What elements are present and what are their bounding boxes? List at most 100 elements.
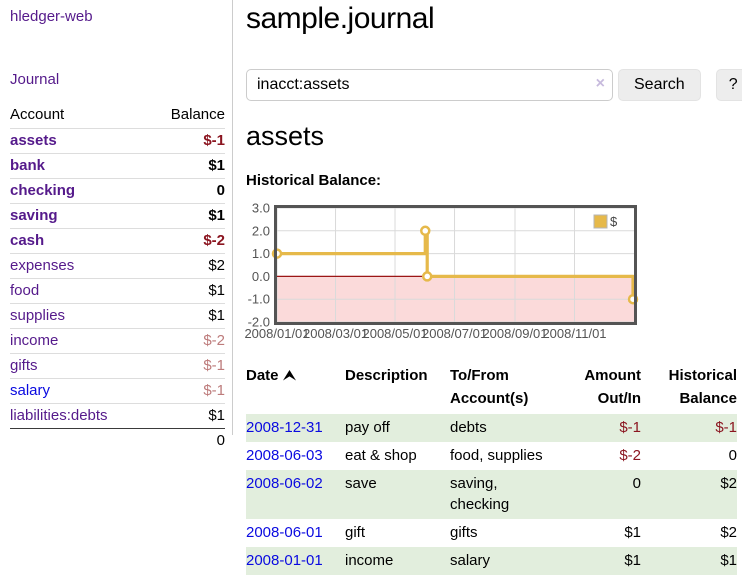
transaction-description: gift <box>345 524 366 541</box>
account-balance: $2 <box>148 253 225 279</box>
account-row-checking: checking 0 <box>10 178 225 204</box>
account-balance: $-1 <box>148 128 225 154</box>
register-table: Date Description To/From Account(s) Amou… <box>246 356 737 575</box>
account-link-assets[interactable]: assets <box>10 132 57 149</box>
journal-link[interactable]: Journal <box>10 71 60 88</box>
transaction-description: income <box>345 552 394 569</box>
search-button[interactable]: Search <box>618 69 701 101</box>
transaction-balance: $2 <box>720 475 737 492</box>
account-balance: $1 <box>148 278 225 304</box>
account-row-cash: cash $-2 <box>10 228 225 254</box>
account-balance: 0 <box>148 178 225 204</box>
register-row[interactable]: 2008-12-31 pay off debts $-1 $-1 <box>246 414 737 442</box>
account-link-gifts[interactable]: gifts <box>10 357 38 374</box>
accounts-col-balance: Balance <box>170 106 225 123</box>
transaction-accounts: food, supplies <box>450 447 543 464</box>
search-help-button[interactable]: ? <box>715 69 742 101</box>
transaction-date-link[interactable]: 2008-06-01 <box>246 524 323 541</box>
transaction-amount: $-2 <box>619 447 641 464</box>
col-date-label: Date <box>246 367 279 384</box>
transaction-description: eat & shop <box>345 447 417 464</box>
transaction-description: pay off <box>345 419 390 436</box>
transaction-date-link[interactable]: 2008-06-03 <box>246 447 323 464</box>
transaction-balance: 0 <box>728 447 737 464</box>
col-date-sort[interactable]: Date <box>246 356 345 414</box>
register-row[interactable]: 2008-06-01 gift gifts $1 $2 <box>246 519 737 547</box>
account-link-cash[interactable]: cash <box>10 232 45 249</box>
account-link-income[interactable]: income <box>10 332 59 349</box>
account-link-food[interactable]: food <box>10 282 40 299</box>
transaction-amount: $-1 <box>619 419 641 436</box>
account-balance: $-2 <box>148 228 225 254</box>
accounts-col-account: Account <box>10 106 65 123</box>
transaction-amount: $1 <box>624 524 641 541</box>
transaction-date-link[interactable]: 2008-06-02 <box>246 475 323 492</box>
col-description: Description <box>345 367 428 384</box>
transaction-balance: $1 <box>720 552 737 569</box>
transaction-accounts: saving, checking <box>450 475 510 513</box>
account-link-saving[interactable]: saving <box>10 207 58 224</box>
account-link-expenses[interactable]: expenses <box>10 257 75 274</box>
register-header-row: Date Description To/From Account(s) Amou… <box>246 356 737 414</box>
account-link-checking[interactable]: checking <box>10 182 76 199</box>
svg-text:3.0: 3.0 <box>252 201 270 216</box>
account-link-salary[interactable]: salary <box>10 382 51 399</box>
transaction-balance: $-1 <box>715 419 737 436</box>
transaction-balance: $2 <box>720 524 737 541</box>
account-row-supplies: supplies $1 <box>10 303 225 329</box>
sidebar: hledger-web Journal Account Balance asse… <box>10 8 225 453</box>
account-row-food: food $1 <box>10 278 225 304</box>
account-row-expenses: expenses $2 <box>10 253 225 279</box>
transaction-accounts: salary <box>450 552 491 569</box>
search-input[interactable] <box>246 69 613 101</box>
historical-balance-chart: $3.0 2.0 1.0 0.0 -1.0 -2.02008/01/012008/03/0… <box>244 201 639 341</box>
svg-text:1.0: 1.0 <box>252 246 270 261</box>
col-amount: Amount Out/In <box>584 367 641 407</box>
transaction-amount: 0 <box>632 475 641 492</box>
transaction-date-link[interactable]: 2008-01-01 <box>246 552 323 569</box>
account-balance: $1 <box>148 203 225 229</box>
transaction-date-link[interactable]: 2008-12-31 <box>246 419 323 436</box>
account-row-salary: salary $-1 <box>10 378 225 404</box>
transaction-amount: $1 <box>624 552 641 569</box>
account-balance: $1 <box>148 403 225 429</box>
account-row-assets: assets $-1 <box>10 128 225 154</box>
page-title: sample.journal <box>246 2 435 35</box>
transaction-description: save <box>345 475 377 492</box>
svg-text:2008/09/01: 2008/09/01 <box>482 326 547 341</box>
account-link-supplies[interactable]: supplies <box>10 307 66 324</box>
register-row[interactable]: 2008-01-01 income salary $1 $1 <box>246 547 737 575</box>
svg-text:0.0: 0.0 <box>252 269 270 284</box>
app-title-link[interactable]: hledger-web <box>10 8 93 25</box>
accounts-total-row: 0 <box>10 428 225 453</box>
account-balance: $-1 <box>148 353 225 379</box>
account-balance: $-1 <box>148 378 225 404</box>
account-row-saving: saving $1 <box>10 203 225 229</box>
accounts-total: 0 <box>148 428 225 453</box>
account-link-bank[interactable]: bank <box>10 157 46 174</box>
account-row-income: income $-2 <box>10 328 225 354</box>
register-row[interactable]: 2008-06-02 save saving, checking 0 $2 <box>246 470 737 519</box>
svg-text:-2.0: -2.0 <box>248 315 270 330</box>
transaction-accounts: gifts <box>450 524 478 541</box>
svg-text:2008/01/01: 2008/01/01 <box>244 326 309 341</box>
svg-text:-1.0: -1.0 <box>248 292 270 307</box>
sidebar-divider <box>232 0 233 435</box>
accounts-header-row: Account Balance <box>10 102 225 129</box>
account-row-bank: bank $1 <box>10 153 225 179</box>
svg-text:2.0: 2.0 <box>252 223 270 238</box>
col-balance: Historical Balance <box>668 367 737 407</box>
account-heading: assets <box>246 121 325 151</box>
account-link-liabilities-debts[interactable]: liabilities:debts <box>10 407 108 424</box>
search-form: × Search ? <box>246 69 742 101</box>
svg-text:$: $ <box>610 214 618 229</box>
svg-text:2008/07/01: 2008/07/01 <box>422 326 487 341</box>
register-row[interactable]: 2008-06-03 eat & shop food, supplies $-2… <box>246 442 737 470</box>
clear-search-icon[interactable]: × <box>595 75 605 92</box>
col-accounts: To/From Account(s) <box>450 367 529 407</box>
chart-title: Historical Balance: <box>246 172 382 189</box>
account-row-liabilities-debts: liabilities:debts $1 <box>10 403 225 429</box>
svg-text:2008/05/01: 2008/05/01 <box>362 326 427 341</box>
svg-text:2008/11/01: 2008/11/01 <box>542 326 606 341</box>
accounts-table: Account Balance assets $-1 bank $1 check… <box>10 102 225 453</box>
